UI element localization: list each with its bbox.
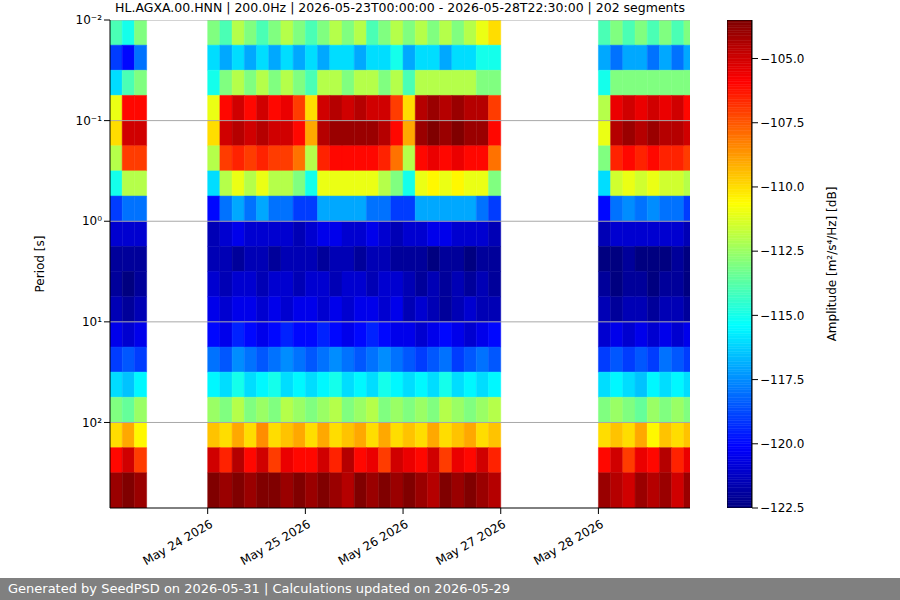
svg-text:May 27 2026: May 27 2026 (433, 517, 508, 568)
html-text:HL.AGXA.00.HNN | 200.0Hz | 202: HL.AGXA.00.HNN | 200.0Hz | 2026-05-23T00… (115, 0, 685, 15)
svg-text:10⁻²: 10⁻² (76, 13, 103, 27)
svg-text:10²: 10² (82, 416, 102, 430)
svg-text:May 28 2026: May 28 2026 (531, 517, 606, 568)
svg-text:−120.0: −120.0 (760, 437, 804, 451)
svg-text:10¹: 10¹ (82, 315, 102, 329)
svg-text:May 24 2026: May 24 2026 (140, 517, 215, 568)
svg-text:−107.5: −107.5 (760, 116, 804, 130)
svg-text:10⁰: 10⁰ (82, 214, 102, 228)
svg-text:−110.0: −110.0 (760, 180, 804, 194)
svg-text:Period [s]: Period [s] (33, 236, 47, 293)
svg-text:−115.0: −115.0 (760, 309, 804, 323)
svg-text:−122.5: −122.5 (760, 501, 804, 515)
svg-text:10⁻¹: 10⁻¹ (76, 114, 103, 128)
html-text:Generated by SeedPSD on 2026-0: Generated by SeedPSD on 2026-05-31 | Cal… (8, 581, 510, 596)
svg-text:Amplitude [m²/s⁴/Hz] [dB]: Amplitude [m²/s⁴/Hz] [dB] (825, 187, 839, 342)
svg-text:May 25 2026: May 25 2026 (238, 517, 313, 568)
svg-text:May 26 2026: May 26 2026 (336, 517, 411, 568)
svg-text:−117.5: −117.5 (760, 373, 804, 387)
svg-text:−105.0: −105.0 (760, 52, 804, 66)
svg-text:−112.5: −112.5 (760, 244, 804, 258)
